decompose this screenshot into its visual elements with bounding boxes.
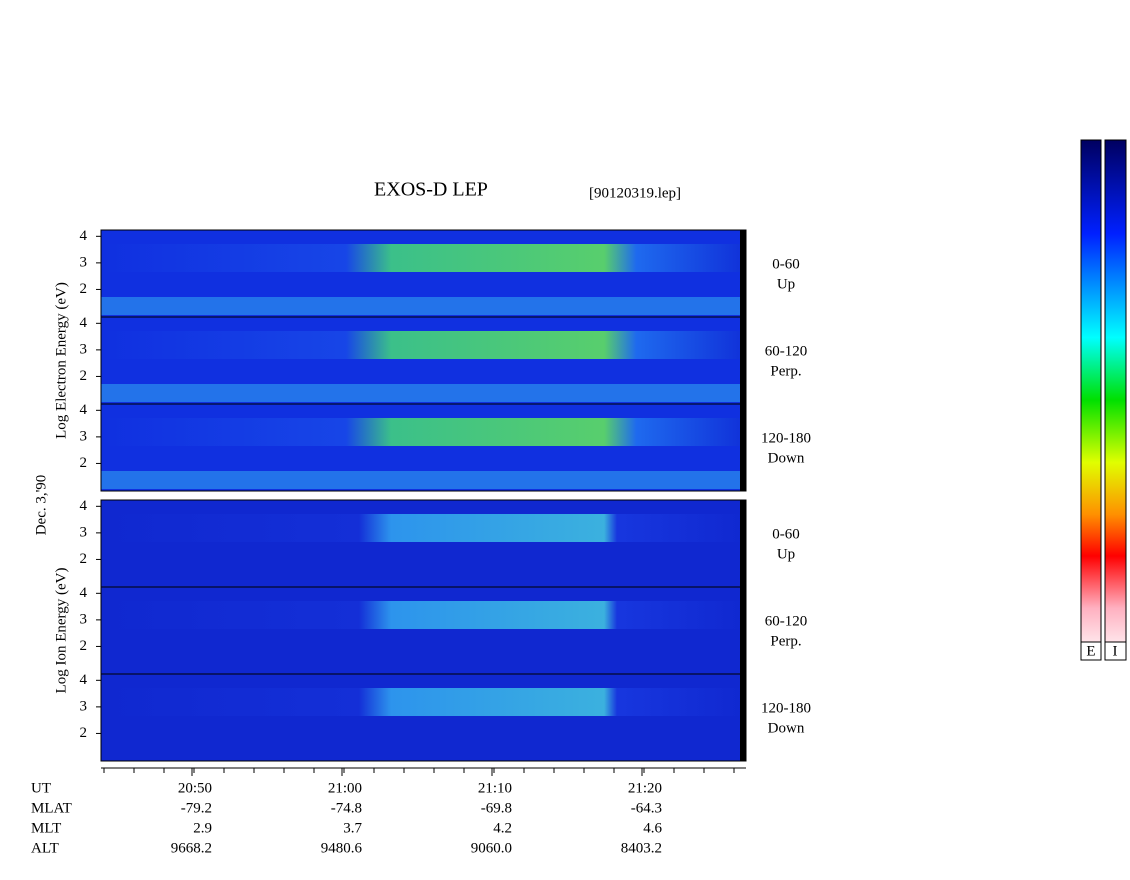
panel-edge — [740, 230, 746, 317]
y-tick-label: 2 — [80, 368, 88, 384]
ephemeris-name: MLAT — [31, 800, 72, 816]
colorbar-label-box — [1104, 641, 1127, 661]
ephemeris-value: 2.9 — [193, 820, 212, 836]
y-tick-label: 4 — [80, 498, 88, 514]
colorbar — [1104, 139, 1127, 661]
panel-label: Perp. — [770, 633, 801, 649]
ephemeris-name: UT — [31, 780, 51, 796]
y-tick-label: 2 — [80, 455, 88, 471]
panel-edge — [740, 404, 746, 491]
spectral-band — [101, 688, 746, 716]
spectral-band — [101, 601, 746, 629]
spectral-band — [101, 244, 746, 272]
axis-label: Log Electron Energy (eV) — [53, 282, 69, 439]
y-tick-label: 3 — [80, 428, 88, 444]
axis-label: Log Ion Energy (eV) — [53, 568, 69, 694]
chart-title: EXOS-D LEP — [374, 179, 488, 201]
low-energy-band — [101, 471, 746, 489]
ephemeris-value: 20:50 — [178, 780, 212, 796]
panel-background — [101, 587, 746, 674]
colorbar — [1080, 139, 1102, 661]
date-label: Dec. 3,'90 — [33, 475, 49, 536]
spectral-band — [101, 418, 746, 446]
ephemeris-value: 4.6 — [643, 820, 662, 836]
y-tick-label: 3 — [80, 611, 88, 627]
spectral-band — [101, 331, 746, 359]
chart-subtitle: [90120319.lep] — [589, 185, 681, 201]
y-tick-label: 4 — [80, 585, 88, 601]
y-tick-label: 4 — [80, 228, 88, 244]
panel-edge — [740, 317, 746, 404]
panel-label: 60-120 — [765, 343, 808, 359]
ephemeris-value: -79.2 — [181, 800, 212, 816]
panel-label: Up — [777, 546, 795, 562]
panel-label: 0-60 — [772, 526, 800, 542]
y-tick-label: 3 — [80, 341, 88, 357]
ephemeris-value: -69.8 — [481, 800, 512, 816]
panel-label: 60-120 — [765, 613, 808, 629]
colorbar-label-box — [1080, 641, 1102, 661]
ephemeris-value: 9060.0 — [471, 840, 512, 856]
ephemeris-value: 8403.2 — [621, 840, 662, 856]
y-tick-label: 4 — [80, 315, 88, 331]
y-tick-label: 4 — [80, 672, 88, 688]
ephemeris-value: 21:10 — [478, 780, 512, 796]
ephemeris-value: 3.7 — [343, 820, 362, 836]
panel-background — [101, 674, 746, 761]
panel-edge — [740, 500, 746, 587]
y-tick-label: 3 — [80, 254, 88, 270]
ephemeris-value: 9480.6 — [321, 840, 363, 856]
low-energy-band — [101, 297, 746, 315]
y-tick-label: 2 — [80, 551, 88, 567]
panel-label: Down — [768, 450, 805, 466]
spectral-band — [101, 514, 746, 542]
panel-frame — [100, 673, 747, 762]
ephemeris-name: MLT — [31, 820, 61, 836]
y-tick-label: 3 — [80, 524, 88, 540]
panel-background — [101, 500, 746, 587]
panel-edge — [740, 587, 746, 674]
y-tick-label: 2 — [80, 638, 88, 654]
y-tick-label: 4 — [80, 402, 88, 418]
ephemeris-value: -74.8 — [331, 800, 362, 816]
colorbar-label: I — [1113, 643, 1118, 659]
panel-label: 0-60 — [772, 256, 800, 272]
panel-label: Up — [777, 276, 795, 292]
panel-label: Perp. — [770, 363, 801, 379]
ephemeris-value: 21:20 — [628, 780, 662, 796]
y-tick-label: 2 — [80, 725, 88, 741]
ephemeris-value: 4.2 — [493, 820, 512, 836]
ephemeris-value: 9668.2 — [171, 840, 212, 856]
panel-frame — [100, 403, 747, 492]
colorbar-label: E — [1086, 643, 1095, 659]
ephemeris-name: ALT — [31, 840, 59, 856]
ephemeris-value: 21:00 — [328, 780, 362, 796]
panel-label: Down — [768, 720, 805, 736]
low-energy-band — [101, 384, 746, 402]
panel-label: 120-180 — [761, 430, 811, 446]
panel-label: 120-180 — [761, 700, 811, 716]
y-tick-label: 2 — [80, 281, 88, 297]
panel-edge — [740, 674, 746, 761]
ephemeris-value: -64.3 — [631, 800, 662, 816]
y-tick-label: 3 — [80, 698, 88, 714]
